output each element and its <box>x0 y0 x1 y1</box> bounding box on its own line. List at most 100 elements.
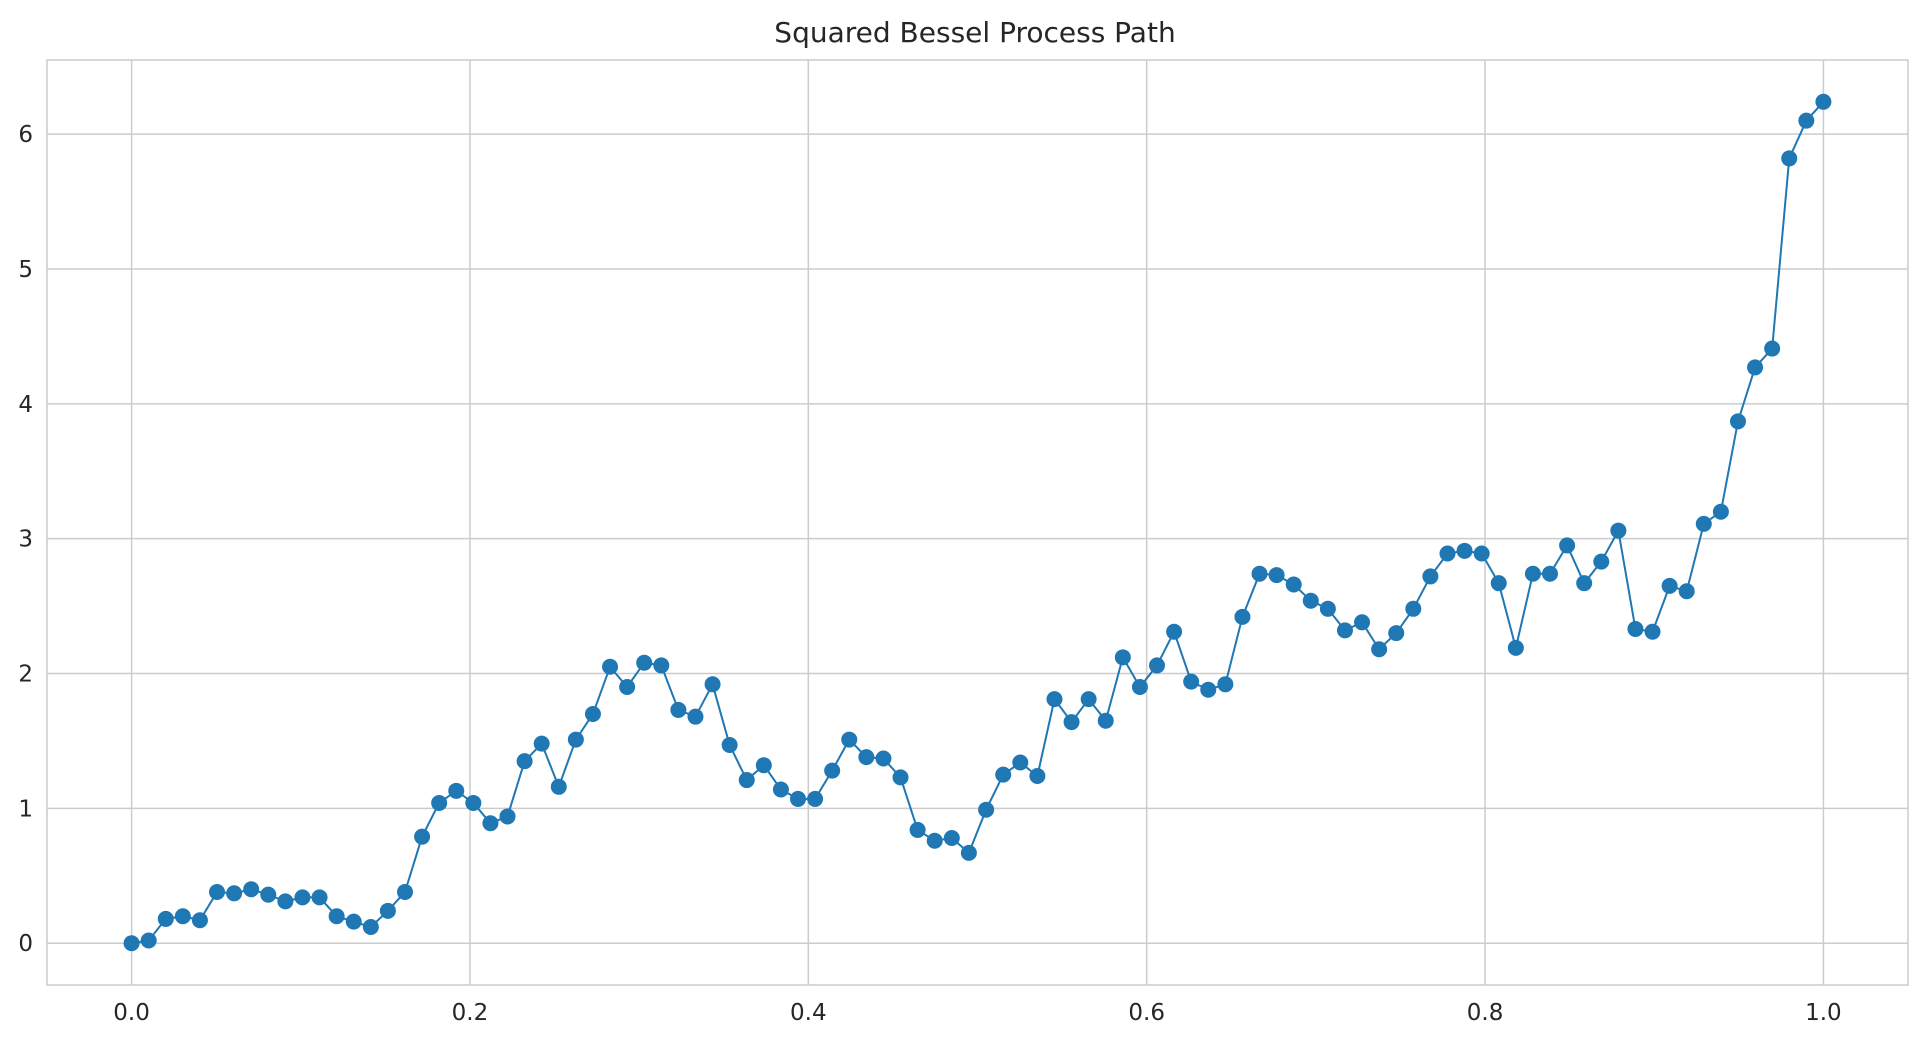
data-point <box>1029 767 1046 784</box>
data-point <box>738 772 755 789</box>
data-point <box>892 769 909 786</box>
data-point <box>157 910 174 927</box>
data-point <box>1251 565 1268 582</box>
data-point <box>1661 577 1678 594</box>
data-point <box>1200 681 1217 698</box>
data-point <box>1456 542 1473 559</box>
data-point <box>499 808 516 825</box>
data-point <box>858 749 875 766</box>
data-point <box>602 658 619 675</box>
x-tick-label: 0.8 <box>1467 1000 1504 1026</box>
data-point <box>1234 608 1251 625</box>
y-tick-label: 1 <box>18 796 33 822</box>
data-point <box>328 908 345 925</box>
data-point <box>1490 575 1507 592</box>
data-point <box>243 881 260 898</box>
data-point <box>1559 537 1576 554</box>
data-point <box>1712 503 1729 520</box>
data-point <box>226 885 243 902</box>
data-point <box>482 815 499 832</box>
data-points <box>123 93 1832 952</box>
data-point <box>1371 641 1388 658</box>
plot-frame <box>46 59 1909 986</box>
data-point <box>1080 691 1097 708</box>
data-point <box>516 753 533 770</box>
data-point <box>1354 614 1371 631</box>
data-point <box>909 821 926 838</box>
data-point <box>807 790 824 807</box>
data-point <box>1268 567 1285 584</box>
data-point <box>1781 150 1798 167</box>
y-tick-label: 2 <box>18 662 33 688</box>
data-point <box>1610 522 1627 539</box>
data-point <box>1166 623 1183 640</box>
data-point <box>943 830 960 847</box>
data-point <box>1336 622 1353 639</box>
data-point <box>1507 639 1524 656</box>
data-point <box>619 679 636 696</box>
data-point <box>567 731 584 748</box>
data-point <box>1473 545 1490 562</box>
x-tick-label: 1.0 <box>1805 1000 1842 1026</box>
data-point <box>362 919 379 936</box>
data-point <box>1319 600 1336 617</box>
data-point <box>311 889 328 906</box>
x-axis-tick-labels: 0.0 0.2 0.4 0.6 0.8 1.0 <box>113 1000 1841 1026</box>
data-point <box>1114 649 1131 666</box>
data-point <box>174 908 191 925</box>
data-point <box>978 801 995 818</box>
data-point <box>1644 623 1661 640</box>
data-point <box>260 886 277 903</box>
data-point <box>431 794 448 811</box>
data-point <box>1183 673 1200 690</box>
data-point <box>1131 679 1148 696</box>
x-tick-label: 0.4 <box>790 1000 827 1026</box>
data-point <box>1524 565 1541 582</box>
x-tick-label: 0.0 <box>113 1000 150 1026</box>
data-point <box>1695 515 1712 532</box>
data-point <box>1302 592 1319 609</box>
data-point <box>1576 575 1593 592</box>
data-point <box>875 750 892 767</box>
data-point <box>995 766 1012 783</box>
data-point <box>841 731 858 748</box>
data-point <box>687 708 704 725</box>
x-tick-label: 0.2 <box>452 1000 489 1026</box>
data-point <box>414 828 431 845</box>
data-point <box>1439 545 1456 562</box>
data-point <box>294 889 311 906</box>
data-point <box>345 913 362 930</box>
series-line <box>131 101 1825 945</box>
y-tick-label: 5 <box>18 257 33 283</box>
y-tick-label: 6 <box>18 122 33 148</box>
grid-lines <box>47 60 1908 985</box>
data-point <box>653 657 670 674</box>
data-point <box>1388 625 1405 642</box>
data-point <box>636 654 653 671</box>
data-point <box>209 883 226 900</box>
data-point <box>550 778 567 795</box>
data-point <box>704 676 721 693</box>
data-point <box>960 844 977 861</box>
data-point <box>789 790 806 807</box>
data-point <box>1627 621 1644 638</box>
data-point <box>1063 714 1080 731</box>
y-axis-tick-labels: 0 1 2 3 4 5 6 <box>18 122 33 957</box>
data-point <box>772 781 789 798</box>
data-point <box>277 893 294 910</box>
data-point <box>1422 568 1439 585</box>
data-point <box>584 705 601 722</box>
data-point <box>755 757 772 774</box>
data-point <box>1405 600 1422 617</box>
y-tick-label: 3 <box>18 527 33 553</box>
data-point <box>926 832 943 849</box>
data-point <box>824 762 841 779</box>
y-tick-label: 0 <box>18 931 33 957</box>
data-point <box>1149 657 1166 674</box>
data-point <box>1046 691 1063 708</box>
data-point <box>1097 712 1114 729</box>
data-point <box>1729 413 1746 430</box>
data-point <box>1678 583 1695 600</box>
data-point <box>379 902 396 919</box>
